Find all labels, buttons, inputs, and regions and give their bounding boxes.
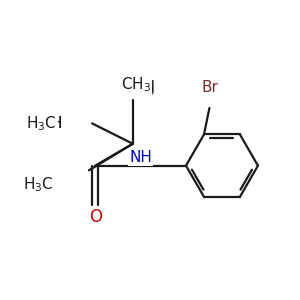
Text: O: O (89, 208, 102, 226)
Text: H$_3$C: H$_3$C (23, 175, 54, 194)
Text: H: H (51, 116, 62, 131)
Text: CH$_3$: CH$_3$ (121, 76, 151, 94)
Text: CH: CH (133, 80, 155, 95)
Text: 3: 3 (146, 85, 153, 98)
Text: H: H (51, 116, 62, 131)
Text: H$_3$C: H$_3$C (26, 114, 57, 133)
Text: Br: Br (201, 80, 218, 95)
Text: NH: NH (129, 150, 152, 165)
